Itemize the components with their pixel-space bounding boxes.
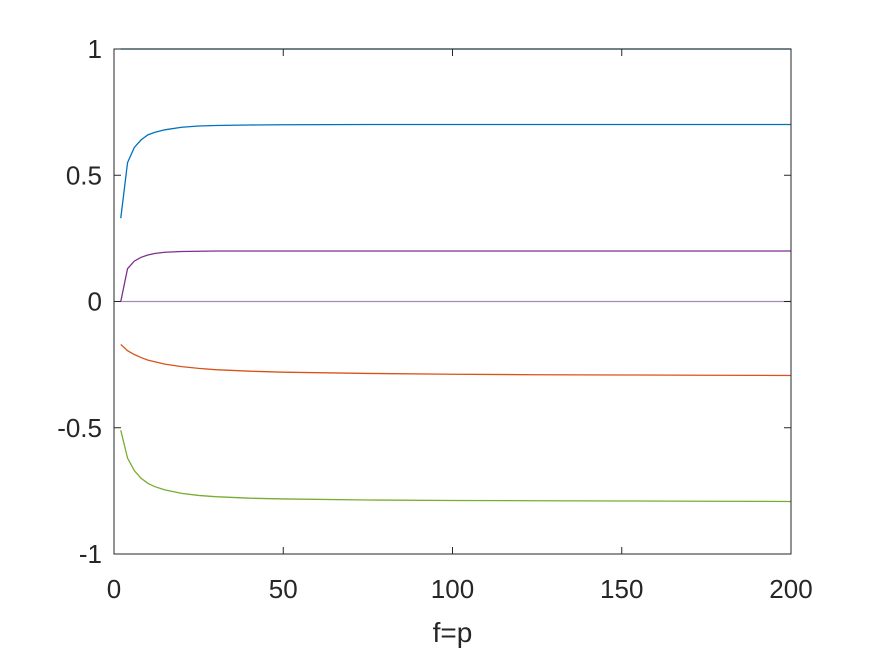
x-tick-label: 50 [269, 574, 298, 604]
x-tick-label: 0 [107, 574, 121, 604]
y-tick-label: 0 [88, 287, 102, 317]
series-line-2 [120, 123, 791, 219]
series-line-5 [120, 343, 792, 377]
x-axis-label: f=p [433, 617, 473, 648]
x-tick-label: 200 [769, 574, 812, 604]
y-tick-label: -1 [79, 539, 102, 569]
x-tick-label: 100 [431, 574, 474, 604]
series-line-3 [120, 250, 791, 302]
x-tick-label: 150 [600, 574, 643, 604]
y-tick-label: 1 [88, 34, 102, 64]
y-tick-label: -0.5 [57, 413, 102, 443]
axes-layer: 0 50 100 150 200 -1 -0.5 0 0.5 1 [57, 34, 813, 604]
y-tick-label: 0.5 [66, 160, 102, 190]
series-line-6 [120, 430, 792, 503]
